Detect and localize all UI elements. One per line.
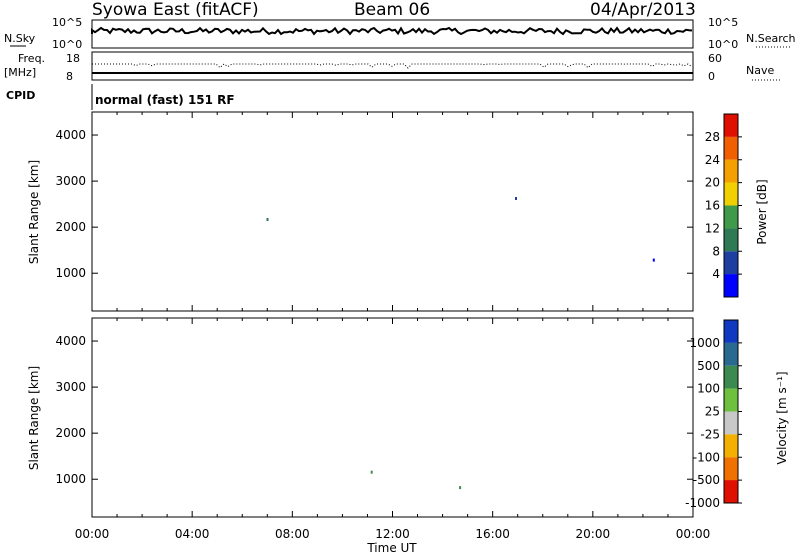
power-cells [266, 197, 655, 262]
power-panel: 1000 2000 3000 4000 Slant Range [km] 28 24 20… [27, 111, 769, 312]
velocity-colorbar: 1000 500 100 25 -25 -100 -500 -1000 [685, 319, 742, 510]
y-tick-label: 2000 [55, 426, 86, 440]
range-time-cell [370, 470, 373, 474]
colorbar-swatch [724, 480, 738, 503]
colorbar-swatch [724, 251, 738, 275]
freq-panel: Freq. [MHz] 18 8 60 0 Nave [4, 51, 780, 83]
freq-panel-frame [91, 51, 694, 81]
colorbar-swatch [724, 388, 738, 412]
colorbar-swatch [724, 159, 738, 183]
colorbar-swatch [724, 457, 738, 481]
power-colorbar-label: Power [dB] [755, 179, 769, 244]
colorbar-tick-label: 100 [697, 382, 720, 396]
colorbar-swatch [724, 365, 738, 389]
x-tick-label: 12:00 [375, 527, 410, 541]
nave-label: Nave [746, 64, 774, 77]
colorbar-swatch [724, 228, 738, 252]
freq-label: Freq. [18, 52, 45, 65]
nsearch-label: N.Search [746, 32, 796, 45]
colorbar-swatch [724, 434, 738, 458]
x-tick-label: 00:00 [75, 527, 110, 541]
colorbar-swatch [724, 205, 738, 229]
nsky-panel: N.Sky 10^5 10^0 10^5 10^0 N.Search [4, 16, 796, 51]
x-tick-label: 00:00 [676, 527, 711, 541]
velocity-panel: 1000 2000 3000 4000 Slant Range [km] 1000 50… [27, 317, 789, 518]
freq-tick-top: 18 [66, 52, 80, 65]
velocity-colorbar-label: Velocity [m s⁻¹] [775, 371, 789, 464]
x-tick-label: 04:00 [175, 527, 210, 541]
colorbar-tick-label: 20 [705, 176, 720, 190]
colorbar-tick-label: 1000 [689, 336, 720, 350]
nsky-tick-bottom: 10^0 [52, 38, 82, 51]
colorbar-swatch [724, 411, 738, 435]
colorbar-swatch [724, 114, 738, 137]
nsearch-tick-top: 10^5 [708, 16, 738, 29]
nsky-tick-top: 10^5 [52, 16, 82, 29]
nsky-panel-frame [91, 19, 694, 49]
range-time-cell [652, 258, 655, 262]
beam-title: Beam 06 [354, 0, 430, 20]
date-title: 04/Apr/2013 [590, 0, 696, 20]
colorbar-tick-label: 8 [712, 244, 720, 258]
freq-unit: [MHz] [4, 66, 36, 79]
colorbar-tick-label: -500 [693, 473, 720, 487]
x-tick-label: 16:00 [475, 527, 510, 541]
station-title: Syowa East (fitACF) [92, 0, 259, 20]
colorbar-tick-label: -100 [693, 450, 720, 464]
colorbar-swatch [724, 182, 738, 206]
colorbar-tick-label: 500 [697, 359, 720, 373]
velocity-ylabel: Slant Range [km] [27, 366, 41, 470]
nave-tick-bottom: 0 [708, 70, 715, 83]
colorbar-tick-label: -25 [700, 427, 720, 441]
power-xticks [91, 112, 694, 311]
colorbar-swatch [724, 320, 738, 343]
power-colorbar: 28 24 20 16 12 8 4 [705, 113, 742, 298]
nsky-label: N.Sky [4, 32, 36, 45]
colorbar-swatch [724, 342, 738, 366]
y-tick-label: 3000 [55, 380, 86, 394]
colorbar-tick-label: 24 [705, 153, 720, 167]
freq-tick-bottom: 8 [66, 70, 73, 83]
x-axis-title: Time UT [366, 541, 417, 554]
colorbar-tick-label: 12 [705, 221, 720, 235]
cpid-label: CPID [6, 89, 35, 102]
x-tick-label: 08:00 [275, 527, 310, 541]
colorbar-tick-label: -1000 [685, 496, 720, 510]
y-tick-label: 3000 [55, 174, 86, 188]
x-axis-labels: 00:00 04:00 08:00 12:00 16:00 20:00 00:00 [75, 527, 711, 541]
y-tick-label: 1000 [55, 472, 86, 486]
colorbar-tick-label: 16 [705, 199, 720, 213]
x-tick-label: 20:00 [576, 527, 611, 541]
velocity-xticks [91, 318, 694, 517]
colorbar-swatch [724, 136, 738, 160]
range-time-cell [459, 486, 462, 490]
cpid-panel: CPID normal (fast) 151 RF [6, 84, 235, 110]
nsearch-tick-bottom: 10^0 [708, 38, 738, 51]
range-time-cell [266, 218, 269, 221]
colorbar-tick-label: 4 [712, 267, 720, 281]
colorbar-tick-label: 28 [705, 130, 720, 144]
colorbar-swatch [724, 274, 738, 297]
y-tick-label: 4000 [55, 334, 86, 348]
y-tick-label: 1000 [55, 266, 86, 280]
power-ylabel: Slant Range [km] [27, 160, 41, 264]
velocity-panel-frame [91, 317, 694, 518]
nave-trace [92, 63, 693, 69]
nave-tick-top: 60 [708, 52, 722, 65]
power-yticks: 1000 2000 3000 4000 [55, 128, 693, 280]
y-tick-label: 4000 [55, 128, 86, 142]
cpid-value: normal (fast) 151 RF [95, 93, 235, 107]
nsky-trace [91, 26, 693, 36]
y-tick-label: 2000 [55, 220, 86, 234]
velocity-cells [370, 470, 462, 490]
power-panel-frame [91, 111, 694, 312]
velocity-yticks: 1000 2000 3000 4000 [55, 334, 693, 486]
range-time-cell [515, 197, 517, 200]
colorbar-tick-label: 25 [705, 405, 720, 419]
